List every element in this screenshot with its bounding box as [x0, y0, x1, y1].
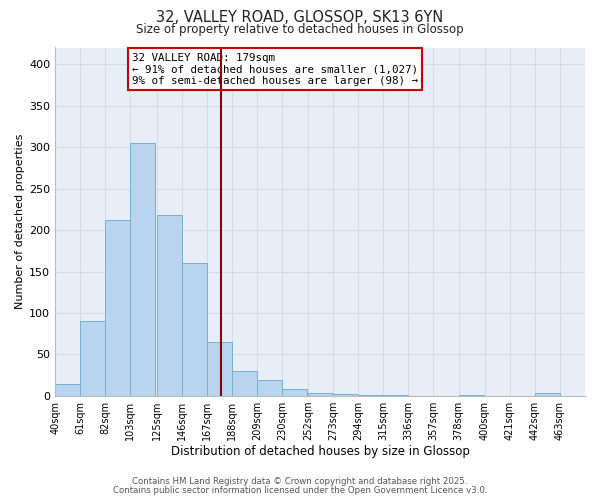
Text: Size of property relative to detached houses in Glossop: Size of property relative to detached ho…	[136, 22, 464, 36]
Bar	[383, 395, 409, 396]
Bar	[207, 342, 232, 396]
Bar	[458, 395, 484, 396]
Bar	[182, 263, 207, 396]
Bar	[157, 215, 182, 396]
Y-axis label: Number of detached properties: Number of detached properties	[15, 134, 25, 310]
Bar	[55, 384, 80, 396]
Bar	[257, 380, 282, 396]
Text: Contains HM Land Registry data © Crown copyright and database right 2025.: Contains HM Land Registry data © Crown c…	[132, 477, 468, 486]
Bar	[232, 371, 257, 396]
Bar	[535, 394, 560, 396]
X-axis label: Distribution of detached houses by size in Glossop: Distribution of detached houses by size …	[170, 444, 470, 458]
Bar	[308, 392, 333, 396]
Bar	[80, 322, 105, 396]
Bar	[333, 394, 358, 396]
Text: 32, VALLEY ROAD, GLOSSOP, SK13 6YN: 32, VALLEY ROAD, GLOSSOP, SK13 6YN	[157, 10, 443, 25]
Bar	[358, 395, 383, 396]
Text: Contains public sector information licensed under the Open Government Licence v3: Contains public sector information licen…	[113, 486, 487, 495]
Text: 32 VALLEY ROAD: 179sqm
← 91% of detached houses are smaller (1,027)
9% of semi-d: 32 VALLEY ROAD: 179sqm ← 91% of detached…	[132, 52, 418, 86]
Bar	[282, 390, 307, 396]
Bar	[105, 220, 130, 396]
Bar	[130, 143, 155, 396]
